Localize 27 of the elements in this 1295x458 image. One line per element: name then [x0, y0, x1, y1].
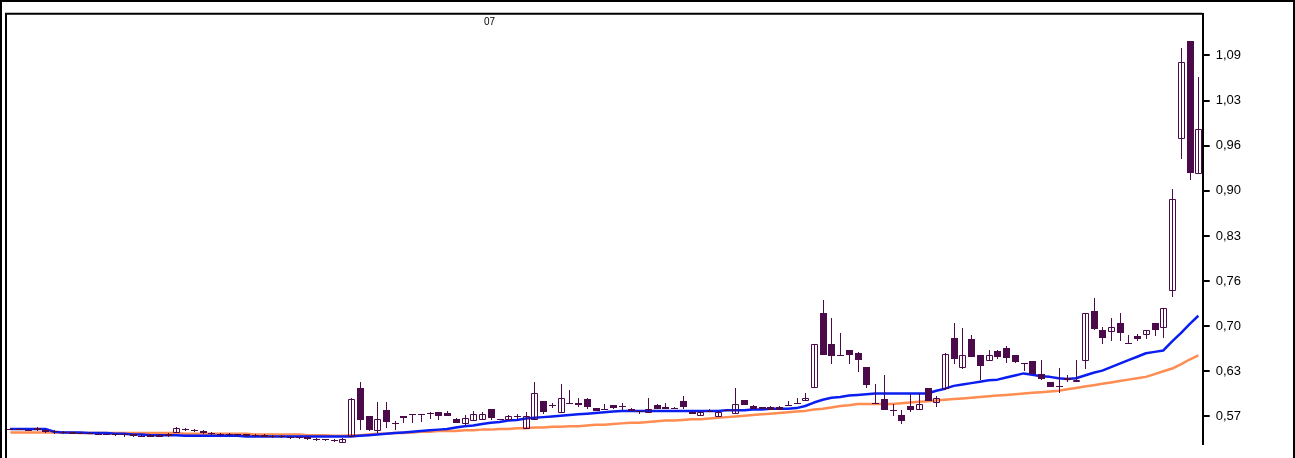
y-tick-label: 0,57: [1215, 408, 1242, 424]
candlestick: [785, 401, 792, 406]
y-tick-label: 1,03: [1215, 92, 1242, 108]
y-tick-label: 0,83: [1215, 227, 1242, 243]
y-tick-label: 0,96: [1215, 137, 1242, 153]
candlestick: [1169, 189, 1176, 297]
candlestick: [1108, 318, 1115, 341]
candlestick: [890, 404, 897, 416]
candlestick: [1082, 313, 1089, 369]
candlestick: [1056, 368, 1063, 393]
annotation: 07: [483, 15, 496, 27]
candlestick: [811, 344, 818, 388]
candlestick: [794, 398, 801, 404]
y-tick-label: 0,70: [1215, 317, 1242, 333]
candlestick: [645, 398, 652, 413]
y-tick-label: 1,09: [1215, 47, 1242, 63]
candlestick: [916, 393, 923, 410]
candlestick: [942, 353, 949, 390]
y-tick-label: 0,90: [1215, 182, 1242, 198]
candlestick: [1125, 335, 1132, 344]
candlestick: [1178, 48, 1185, 159]
y-tick-label: 0,63: [1215, 362, 1242, 378]
y-tick-label: 0,76: [1215, 272, 1242, 288]
candlestick: [1073, 360, 1080, 382]
candlestick: [837, 333, 844, 356]
candlestick: [348, 398, 355, 437]
candlestick: [872, 384, 879, 404]
